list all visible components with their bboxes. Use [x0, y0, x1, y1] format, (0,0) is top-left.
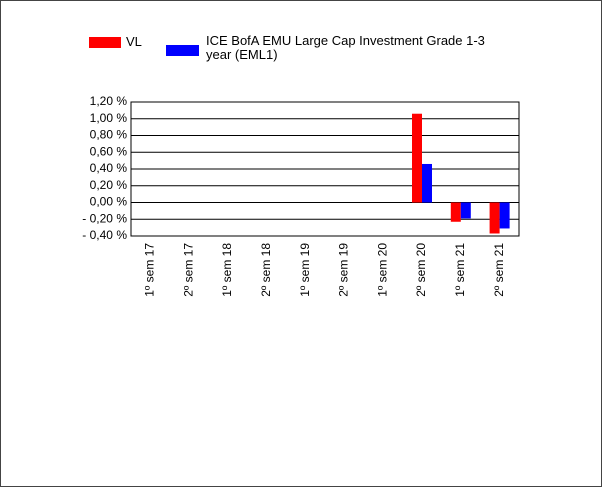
- y-tick-label: 0,60 %: [90, 144, 128, 158]
- y-tick-label: - 0,40 %: [82, 228, 127, 242]
- bar: [460, 202, 471, 219]
- y-tick-label: 1,00 %: [90, 111, 128, 125]
- y-tick-label: 0,20 %: [90, 178, 128, 192]
- y-tick-label: 0,40 %: [90, 161, 128, 175]
- x-tick-label: 2º sem 17: [181, 243, 195, 297]
- bar: [422, 163, 432, 203]
- legend-swatch: [89, 37, 121, 48]
- y-tick-label: 1,20 %: [90, 94, 128, 108]
- x-tick-label: 2º sem 20: [414, 243, 428, 297]
- x-tick-label: 2º sem 18: [259, 243, 273, 297]
- bar: [412, 113, 422, 203]
- bar: [450, 202, 461, 222]
- y-tick-label: 0,00 %: [90, 195, 128, 209]
- x-tick-label: 1º sem 18: [220, 243, 234, 297]
- bar: [489, 202, 500, 234]
- x-tick-label: 1º sem 19: [298, 243, 312, 297]
- y-tick-label: - 0,20 %: [82, 211, 127, 225]
- x-tick-label: 1º sem 21: [453, 243, 467, 297]
- legend-swatch: [166, 45, 199, 56]
- x-tick-label: 1º sem 20: [375, 243, 389, 297]
- x-tick-label: 2º sem 19: [337, 243, 351, 297]
- legend-label: ICE BofA EMU Large Cap Investment Grade …: [206, 33, 485, 62]
- legend-label: VL: [126, 34, 142, 49]
- x-tick-label: 1º sem 17: [143, 243, 157, 297]
- bar: [499, 202, 510, 229]
- x-tick-label: 2º sem 21: [492, 243, 506, 297]
- plot-frame: [130, 101, 520, 237]
- y-tick-label: 0,80 %: [90, 128, 128, 142]
